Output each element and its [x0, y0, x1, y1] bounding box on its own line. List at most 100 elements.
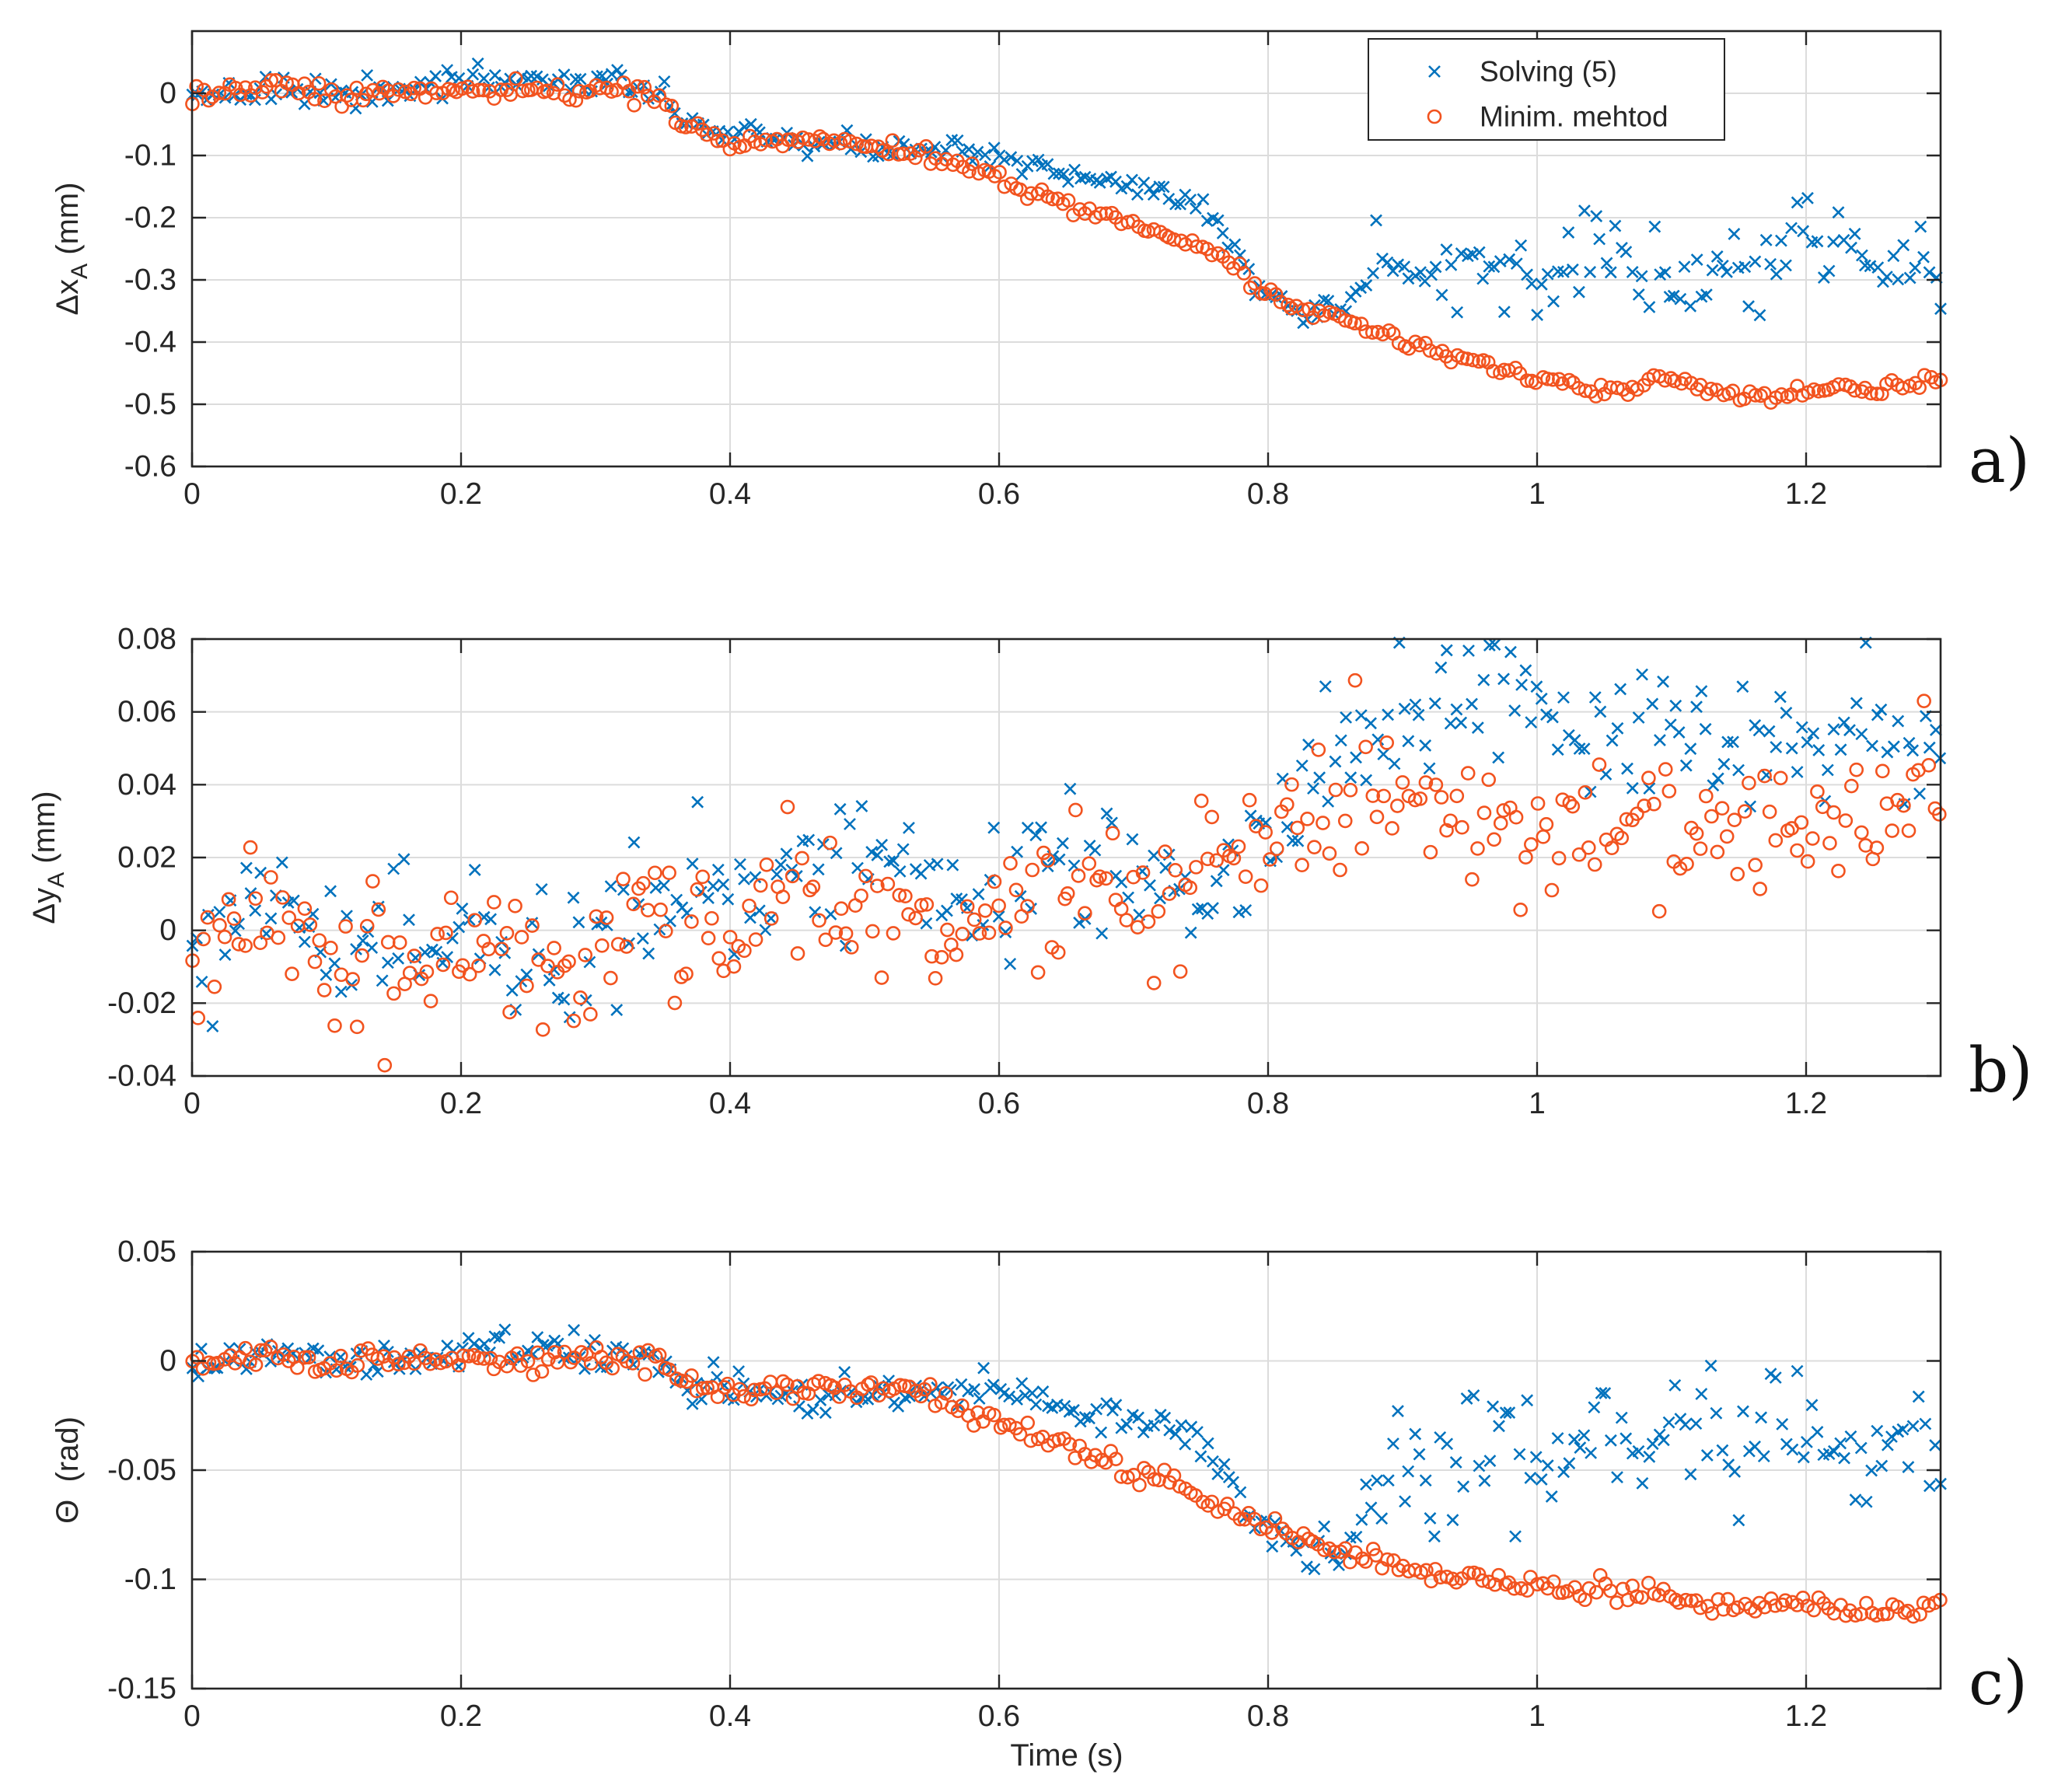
- data-point-circle: [1200, 851, 1215, 867]
- data-point-x: [1446, 1514, 1459, 1527]
- data-point-x: [1015, 1377, 1029, 1390]
- data-point-circle: [945, 157, 961, 173]
- data-point-x: [1648, 220, 1661, 233]
- legend-marker-minim: [1427, 109, 1442, 124]
- data-point-x: [738, 872, 750, 886]
- data-point-x: [1398, 702, 1411, 715]
- data-point-x: [275, 856, 288, 869]
- data-point-x: [956, 893, 968, 906]
- data-point-x: [1184, 194, 1197, 206]
- x-tick-label: 1: [1529, 477, 1546, 511]
- data-point-x: [1736, 680, 1749, 693]
- data-point-circle: [1512, 366, 1528, 381]
- data-point-circle: [589, 909, 604, 924]
- data-point-circle: [297, 901, 313, 916]
- data-point-x: [1449, 1456, 1462, 1469]
- data-point-circle: [1481, 772, 1497, 788]
- data-point-circle: [455, 958, 470, 973]
- data-point-circle: [1815, 799, 1830, 815]
- data-point-circle: [1609, 826, 1625, 842]
- data-point-x: [1158, 1411, 1172, 1424]
- data-point-circle: [1848, 1608, 1863, 1623]
- data-point-x: [1455, 247, 1468, 260]
- data-point-circle: [1773, 770, 1788, 786]
- data-point-x: [734, 858, 746, 871]
- data-point-x: [1923, 266, 1936, 279]
- data-point-x: [1541, 267, 1554, 281]
- data-point-x: [924, 145, 938, 159]
- data-point-circle: [1800, 854, 1815, 869]
- data-point-x: [1763, 725, 1776, 738]
- data-point-circle: [355, 948, 369, 963]
- data-point-x: [1749, 1440, 1761, 1453]
- data-point-x: [1471, 721, 1484, 735]
- data-point-x: [1578, 1429, 1591, 1442]
- data-point-x: [376, 974, 389, 987]
- data-point-x: [1143, 182, 1156, 195]
- data-point-x: [1191, 1426, 1204, 1438]
- data-point-x: [536, 1339, 550, 1351]
- data-point-circle: [467, 913, 482, 927]
- data-point-circle: [1906, 1609, 1921, 1624]
- data-point-x: [1460, 1392, 1473, 1405]
- y-tick-label: 0.08: [117, 623, 176, 656]
- data-point-x: [1234, 1486, 1247, 1499]
- data-point-x: [1875, 1459, 1889, 1472]
- data-point-x: [324, 885, 337, 898]
- data-point-x: [968, 1383, 981, 1396]
- data-point-circle: [1641, 770, 1656, 785]
- data-point-circle: [746, 1382, 762, 1398]
- data-point-circle: [200, 910, 215, 925]
- data-point-x: [1521, 1394, 1534, 1407]
- data-point-circle: [1104, 205, 1120, 221]
- data-point-x: [814, 1394, 827, 1406]
- data-point-x: [287, 894, 300, 907]
- data-point-x: [931, 858, 944, 871]
- data-point-circle: [1810, 784, 1825, 799]
- data-point-circle: [547, 1345, 562, 1360]
- data-point-x: [1169, 197, 1182, 211]
- data-point-circle: [1312, 303, 1327, 319]
- data-point-circle: [700, 1380, 715, 1396]
- data-point-circle: [579, 1347, 594, 1362]
- data-point-circle: [1748, 858, 1763, 872]
- data-point-circle: [1390, 798, 1405, 813]
- data-point-x: [903, 821, 915, 834]
- data-point-circle: [1869, 840, 1885, 855]
- data-point-circle: [1413, 791, 1428, 806]
- data-point-circle: [919, 897, 935, 912]
- data-point-x: [1614, 683, 1627, 696]
- data-point-circle: [1530, 796, 1546, 811]
- data-point-x: [1855, 728, 1868, 741]
- data-point-x: [1609, 219, 1622, 232]
- y-axis-label-main: Θ: [51, 1500, 85, 1524]
- data-point-circle: [1843, 379, 1858, 394]
- data-point-circle: [345, 972, 360, 987]
- data-point-x: [838, 1365, 851, 1378]
- data-point-x: [334, 985, 348, 998]
- data-point-x: [1909, 261, 1922, 274]
- data-point-circle: [1003, 856, 1018, 871]
- data-point-x: [1147, 188, 1160, 201]
- data-point-circle: [763, 911, 779, 926]
- data-point-x: [1364, 717, 1377, 730]
- data-point-circle: [1565, 798, 1581, 814]
- data-point-x: [1738, 260, 1752, 274]
- data-point-x: [1216, 226, 1229, 239]
- data-point-circle: [1637, 798, 1652, 813]
- data-point-x: [1455, 716, 1468, 729]
- data-point-circle: [1439, 823, 1454, 838]
- data-point-circle: [812, 913, 826, 928]
- data-point-circle: [605, 1361, 620, 1376]
- data-point-circle: [525, 918, 540, 933]
- data-point-x: [1744, 800, 1757, 813]
- data-point-x: [1551, 743, 1564, 756]
- x-tick-label: 0: [183, 1087, 201, 1120]
- data-point-circle: [854, 888, 868, 903]
- data-point-x: [1690, 700, 1703, 714]
- y-axis-label-sub: A: [67, 264, 93, 279]
- data-point-circle: [499, 925, 515, 941]
- data-point-circle: [934, 950, 949, 965]
- data-point-x: [488, 963, 501, 976]
